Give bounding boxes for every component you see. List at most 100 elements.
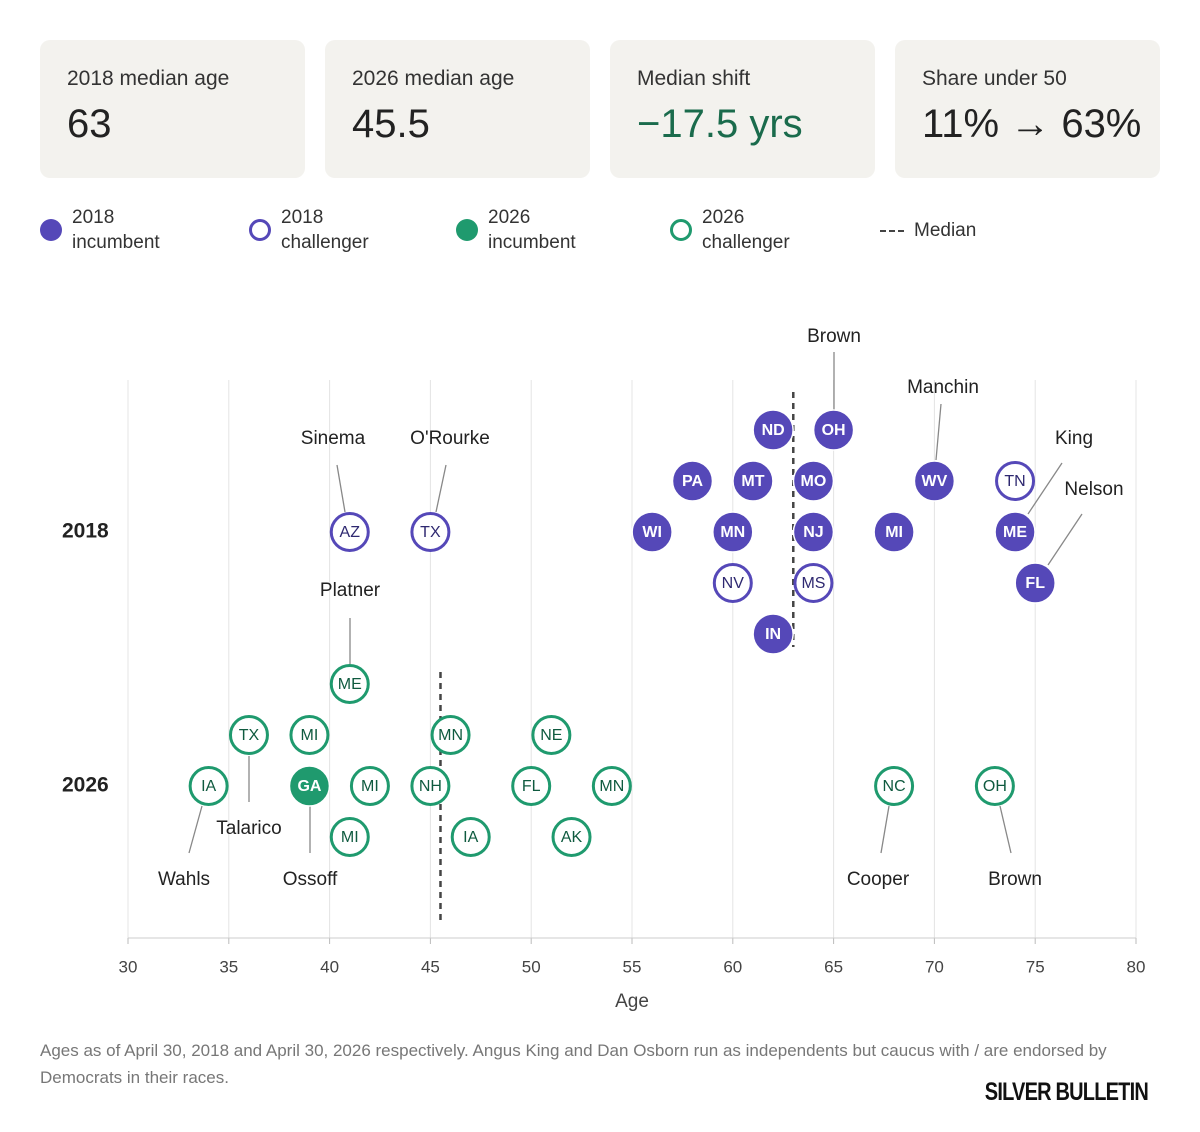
point-state-label: ND xyxy=(762,422,785,439)
hollow-circle-icon xyxy=(249,219,271,241)
legend-label: 2026 challenger xyxy=(702,207,790,253)
dashed-line-icon xyxy=(880,229,904,232)
point-state-label: IN xyxy=(765,626,781,643)
stat-label: 2018 median age xyxy=(67,67,230,90)
point-2026-challenger xyxy=(289,715,330,755)
stat-value: 45.5 xyxy=(352,102,430,146)
point-state-label: FL xyxy=(1025,575,1045,592)
point-state-label: TN xyxy=(1004,473,1025,490)
point-2018-challenger xyxy=(793,563,834,603)
x-tick-label: 65 xyxy=(824,957,843,976)
x-tick-label: 35 xyxy=(219,957,238,976)
point-state-label: MN xyxy=(720,524,745,541)
point-2026-challenger xyxy=(188,766,229,806)
point-state-label: NV xyxy=(722,575,745,592)
legend-label: 2018 incumbent xyxy=(72,207,160,253)
point-state-label: FL xyxy=(522,778,541,795)
x-tick-label: 45 xyxy=(421,957,440,976)
candidate-name-label: Manchin xyxy=(907,377,979,398)
point-2018-incumbent xyxy=(671,460,714,502)
candidate-name-label: Nelson xyxy=(1064,479,1123,500)
x-tick-label: 55 xyxy=(623,957,642,976)
x-tick-label: 80 xyxy=(1127,957,1146,976)
point-state-label: AK xyxy=(561,829,583,846)
candidate-name-label: Cooper xyxy=(847,869,910,890)
leader-line xyxy=(336,464,346,513)
point-2026-challenger xyxy=(551,817,592,857)
point-2026-challenger xyxy=(531,715,572,755)
row-label-2018: 2018 xyxy=(62,520,109,543)
stat-value: −17.5 yrs xyxy=(637,102,803,146)
leader-line xyxy=(880,805,890,854)
point-state-label: IA xyxy=(201,778,216,795)
point-2018-incumbent xyxy=(732,460,774,502)
point-2026-challenger xyxy=(591,766,632,806)
point-2026-challenger xyxy=(430,715,471,755)
point-state-label: NH xyxy=(419,778,442,795)
x-tick-label: 30 xyxy=(119,957,138,976)
point-2018-incumbent xyxy=(913,460,956,502)
legend-median: Median xyxy=(880,218,976,243)
point-2018-incumbent xyxy=(752,613,794,655)
leader-line xyxy=(435,464,447,513)
point-state-label: MI xyxy=(885,524,903,541)
footnote: Ages as of April 30, 2018 and April 30, … xyxy=(40,1041,1107,1087)
point-state-label: MI xyxy=(301,727,319,744)
x-axis-title: Age xyxy=(615,991,649,1012)
point-2018-challenger xyxy=(410,512,451,552)
point-state-label: AZ xyxy=(340,524,361,541)
filled-circle-icon xyxy=(456,219,478,241)
leader-line xyxy=(999,805,1012,854)
point-2018-challenger xyxy=(995,461,1036,501)
stat-card-2018-median: 2018 median age 63 xyxy=(40,40,305,178)
candidate-name-label: Brown xyxy=(988,869,1042,890)
logo: SILVER BULLETIN xyxy=(984,1078,1149,1106)
point-state-label: OH xyxy=(822,422,846,439)
legend-label: Median xyxy=(914,220,977,241)
point-state-label: TX xyxy=(420,524,441,541)
point-2018-challenger xyxy=(712,563,753,603)
legend-2026-incumbent: 2026 incumbent xyxy=(456,205,576,255)
candidate-name-label: King xyxy=(1055,428,1093,449)
point-state-label: IA xyxy=(463,829,478,846)
point-2026-challenger xyxy=(329,664,370,704)
point-2018-challenger xyxy=(329,512,370,552)
point-2026-challenger xyxy=(349,766,390,806)
x-tick-label: 50 xyxy=(522,957,541,976)
stat-value: 11% → 63% xyxy=(922,102,1142,146)
point-state-label: NE xyxy=(540,727,562,744)
leader-line xyxy=(1047,513,1083,566)
point-2018-incumbent xyxy=(873,511,915,553)
point-2018-incumbent xyxy=(712,511,754,553)
point-2026-challenger xyxy=(974,766,1015,806)
point-state-label: WV xyxy=(922,473,948,490)
point-state-label: ME xyxy=(1003,524,1027,541)
point-state-label: GA xyxy=(297,778,321,795)
candidate-name-label: Brown xyxy=(807,326,861,347)
point-state-label: ME xyxy=(338,676,362,693)
point-2026-challenger xyxy=(511,766,552,806)
point-2026-challenger xyxy=(450,817,491,857)
point-2018-incumbent xyxy=(631,511,673,553)
x-tick-label: 40 xyxy=(320,957,339,976)
candidate-name-label: Ossoff xyxy=(283,869,338,890)
point-state-label: MT xyxy=(741,473,764,490)
x-tick-label: 60 xyxy=(723,957,742,976)
legend-label: 2026 incumbent xyxy=(488,207,576,253)
candidate-name-label: O'Rourke xyxy=(410,428,490,449)
candidate-name-label: Sinema xyxy=(301,428,366,449)
point-2026-incumbent xyxy=(288,765,331,807)
legend: 2018 incumbent 2018 challenger 2026 incu… xyxy=(0,205,1200,265)
point-state-label: TX xyxy=(239,727,260,744)
point-2018-incumbent xyxy=(994,511,1036,553)
filled-circle-icon xyxy=(40,219,62,241)
stat-label: Share under 50 xyxy=(922,67,1067,90)
legend-2018-challenger: 2018 challenger xyxy=(249,205,369,255)
candidate-name-label: Wahls xyxy=(158,869,210,890)
candidate-name-label: Platner xyxy=(320,580,381,601)
x-tick-label: 75 xyxy=(1026,957,1045,976)
candidate-name-label: Talarico xyxy=(216,818,281,839)
leader-line xyxy=(188,805,203,854)
stat-card-median-shift: Median shift −17.5 yrs xyxy=(610,40,875,178)
leader-line xyxy=(935,403,942,461)
